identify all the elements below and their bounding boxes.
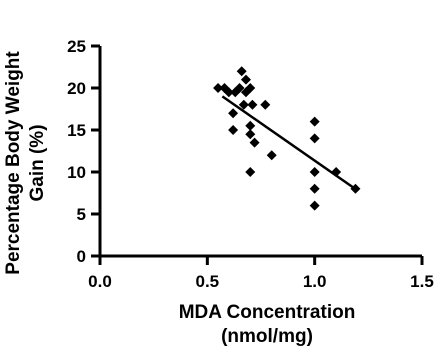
data-point bbox=[245, 167, 256, 177]
y-tick-label: 20 bbox=[67, 79, 86, 98]
data-point bbox=[260, 99, 271, 110]
data-point bbox=[249, 137, 260, 148]
data-point bbox=[350, 183, 361, 194]
data-point bbox=[228, 108, 239, 119]
x-tick-label: 0.5 bbox=[196, 272, 220, 291]
axes bbox=[98, 46, 422, 258]
data-point bbox=[245, 129, 256, 140]
y-tick-label: 5 bbox=[77, 205, 86, 224]
y-tick-label: 25 bbox=[67, 37, 86, 56]
data-point bbox=[266, 150, 277, 161]
trendline-layer bbox=[221, 95, 359, 192]
data-point bbox=[223, 87, 234, 98]
x-axis-title-line: MDA Concentration bbox=[179, 302, 356, 323]
x-axis-title: MDA Concentration (nmol/mg) bbox=[179, 302, 356, 347]
data-point bbox=[245, 120, 256, 131]
data-point bbox=[309, 183, 320, 194]
y-tick-label: 15 bbox=[67, 121, 86, 140]
data-point bbox=[247, 99, 258, 110]
x-tick-label: 1.0 bbox=[303, 272, 327, 291]
data-point bbox=[213, 83, 224, 93]
data-point bbox=[309, 167, 320, 177]
data-points bbox=[213, 66, 361, 211]
trendline bbox=[221, 95, 359, 192]
y-tick-label: 10 bbox=[67, 163, 86, 182]
x-tick-label: 0.0 bbox=[88, 272, 112, 291]
data-point bbox=[309, 116, 320, 127]
y-tick-label: 0 bbox=[77, 247, 86, 266]
data-point bbox=[228, 125, 239, 135]
tick-labels: 0.0 0.5 1.0 1.5 0 5 10 15 20 25 bbox=[67, 37, 434, 291]
x-axis-title-line: (nmol/mg) bbox=[221, 326, 313, 347]
data-point bbox=[234, 83, 245, 93]
data-point bbox=[240, 74, 251, 85]
data-point bbox=[309, 200, 320, 211]
tick-marks bbox=[91, 44, 424, 265]
data-point bbox=[309, 133, 320, 144]
y-axis-title: Percentage Body Weight Gain (%) bbox=[3, 51, 48, 275]
data-point bbox=[238, 99, 249, 110]
data-point bbox=[245, 83, 256, 93]
x-tick-label: 1.5 bbox=[410, 272, 434, 291]
y-axis-title-line: Gain (%) bbox=[27, 124, 48, 201]
data-point bbox=[236, 66, 247, 77]
y-axis-title-line: Percentage Body Weight bbox=[3, 51, 24, 275]
data-point bbox=[331, 167, 342, 177]
